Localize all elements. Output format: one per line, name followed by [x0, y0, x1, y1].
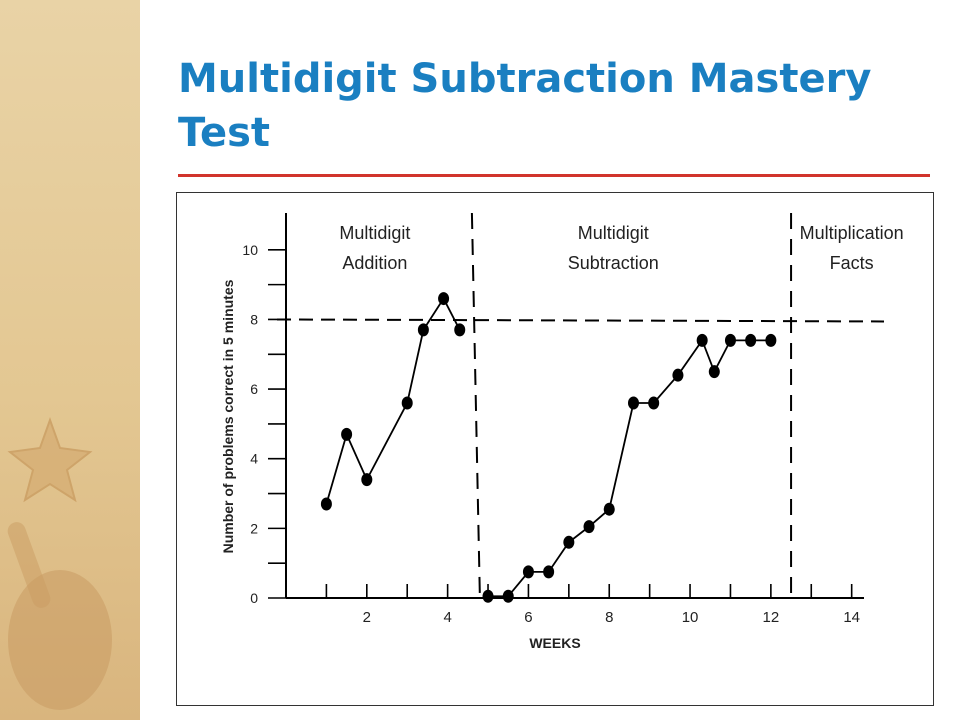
phase-label: Subtraction	[568, 253, 659, 273]
data-point	[563, 535, 575, 549]
y-axis-label: Number of problems correct in 5 minutes	[220, 279, 236, 553]
x-tick-label: 10	[682, 609, 699, 626]
x-axis-label: WEEKS	[529, 635, 580, 651]
data-point	[401, 396, 413, 410]
data-point	[583, 520, 595, 534]
page-title: Multidigit Subtraction Mastery Test	[178, 56, 872, 156]
data-point	[320, 497, 332, 511]
data-point	[672, 368, 684, 382]
data-point	[724, 333, 736, 347]
y-tick-label: 2	[250, 520, 258, 536]
y-tick-label: 0	[250, 590, 258, 606]
data-point	[745, 333, 757, 347]
data-point	[502, 589, 514, 603]
x-tick-label: 4	[443, 609, 451, 626]
title-rule	[178, 174, 930, 177]
phase-line	[470, 212, 481, 599]
data-point	[627, 396, 639, 410]
star-illustration	[7, 417, 112, 710]
y-tick-label: 8	[250, 311, 258, 327]
x-tick-label: 2	[363, 609, 371, 626]
phase-label: Multidigit	[578, 223, 649, 243]
y-tick-label: 10	[242, 242, 258, 258]
child-silhouette	[8, 570, 112, 710]
data-point	[482, 589, 494, 603]
data-point	[648, 396, 660, 410]
data-point	[543, 565, 555, 579]
data-point	[696, 333, 708, 347]
y-tick-label: 4	[250, 451, 258, 467]
phase-label: Addition	[342, 253, 407, 273]
x-tick-label: 12	[763, 609, 780, 626]
chart-frame: 0 2 4 6 8 10 2 4 6 8 10 12 14 WEEKS Number of problems…	[176, 192, 934, 706]
data-point	[603, 502, 615, 516]
data-point	[765, 333, 777, 347]
phase-label: Multiplication	[800, 223, 904, 243]
data-point	[708, 365, 720, 379]
x-tick-label: 8	[605, 609, 613, 626]
phase-label: Multidigit	[339, 223, 410, 243]
data-point	[438, 292, 450, 306]
series-line-subtraction	[488, 338, 771, 598]
data-point	[417, 323, 429, 337]
data-point	[341, 427, 353, 441]
data-point	[361, 473, 373, 487]
aim-line	[276, 318, 885, 323]
y-tick-label: 6	[250, 381, 258, 397]
chart: 0 2 4 6 8 10 2 4 6 8 10 12 14 WEEKS Number of problems…	[220, 212, 904, 651]
data-point	[522, 565, 534, 579]
x-tick-label: 6	[524, 609, 532, 626]
x-tick-label: 14	[843, 609, 860, 626]
phase-label: Facts	[830, 253, 874, 273]
decorative-sidebar	[0, 0, 140, 720]
series-line-addition	[325, 296, 461, 505]
data-point	[454, 323, 466, 337]
